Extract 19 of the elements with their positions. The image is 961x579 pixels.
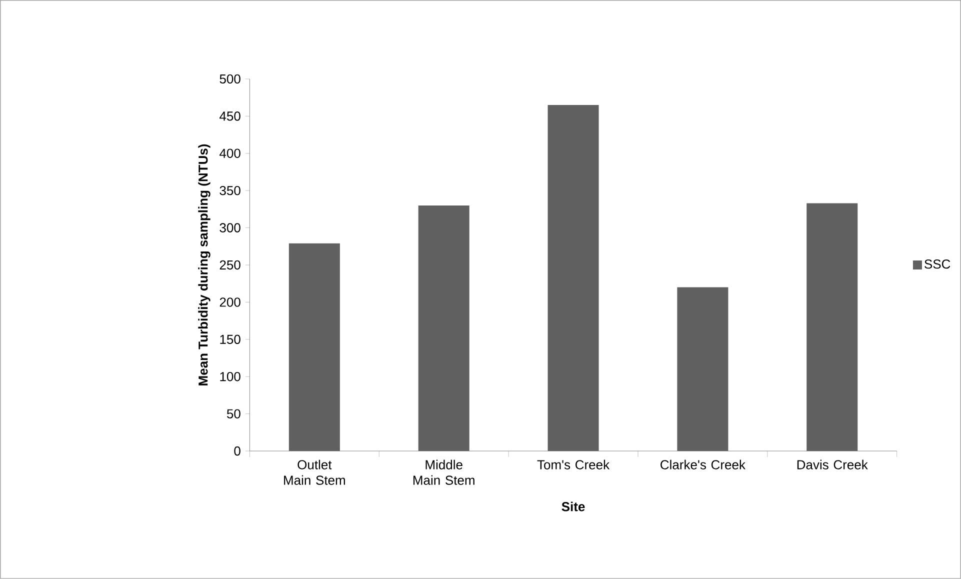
y-tick-label: 400	[220, 148, 240, 158]
y-tick-label: 300	[220, 223, 240, 232]
x-tick-label: Middle Main Stem	[413, 460, 474, 485]
y-tick-label: 200	[220, 298, 240, 307]
y-tick-label: 250	[220, 260, 240, 270]
x-axis-title: Site	[562, 502, 585, 512]
y-tick-label: 150	[220, 334, 240, 344]
y-axis-title: Mean Turbidity during sampling (NTUs)	[198, 144, 210, 386]
x-tick-label: Outlet Main Stem	[284, 460, 345, 485]
y-tick-label: 100	[220, 372, 240, 382]
y-tick-label: 500	[220, 74, 240, 84]
x-tick-label: Clarke's Creek	[660, 460, 746, 470]
y-tick-label: 450	[220, 112, 240, 121]
y-tick-label: 350	[220, 186, 240, 196]
x-tick-label: Davis Creek	[797, 460, 868, 470]
x-tick-label: Tom's Creek	[537, 460, 610, 470]
y-tick-label: 50	[226, 409, 240, 418]
y-tick-label: 0	[234, 446, 240, 456]
legend-label: SSC	[924, 260, 950, 269]
